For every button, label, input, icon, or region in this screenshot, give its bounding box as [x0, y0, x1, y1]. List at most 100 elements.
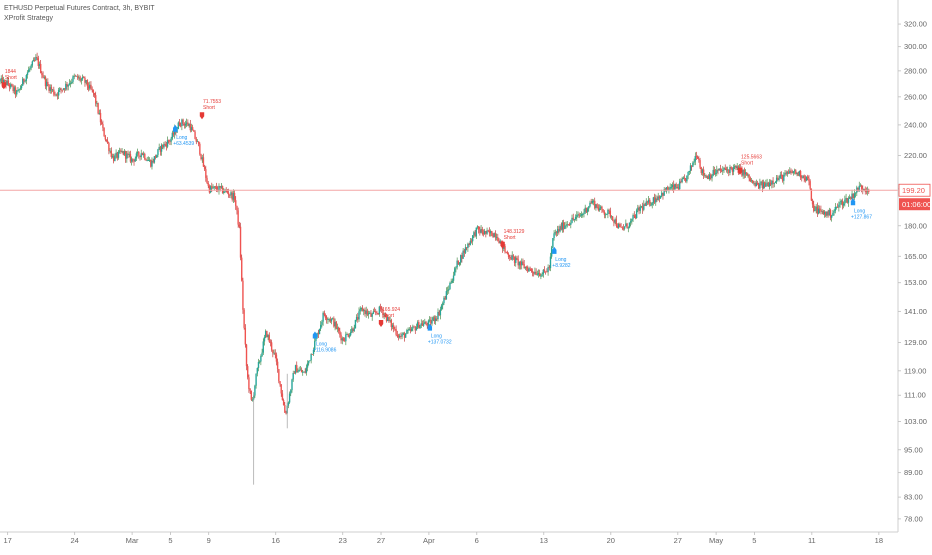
candle-body	[47, 81, 49, 86]
candle-body	[111, 156, 114, 158]
candle-body	[851, 193, 853, 200]
candle-body	[363, 309, 365, 312]
candle-body	[255, 373, 257, 386]
y-tick-label: 129.00	[904, 338, 927, 347]
candle-body	[857, 187, 859, 192]
candle-body	[342, 338, 345, 341]
candle-body	[657, 196, 659, 200]
y-tick-label: 83.00	[904, 493, 923, 502]
candle-body	[300, 369, 303, 373]
candle-body	[320, 324, 322, 329]
signal-type-label: Long	[176, 135, 187, 141]
candle-body	[647, 199, 650, 203]
candle-body	[771, 180, 773, 185]
candle-body	[81, 77, 84, 80]
candle-body	[144, 153, 146, 160]
candle-body	[421, 323, 424, 326]
candle-body	[428, 319, 431, 321]
candle-body	[619, 224, 621, 227]
candle-body	[105, 139, 108, 141]
candle-body	[182, 119, 184, 124]
y-tick-label: 320.00	[904, 20, 927, 29]
candle-body	[853, 193, 856, 199]
candle-body	[491, 231, 493, 237]
candle-body	[102, 124, 104, 128]
candle-body	[220, 186, 223, 188]
candle-body	[249, 389, 251, 391]
candle-body	[489, 231, 492, 234]
candle-body	[43, 76, 45, 78]
candle-body	[181, 119, 183, 127]
candle-body	[87, 86, 90, 89]
candle-body	[670, 187, 673, 188]
candle-body	[676, 187, 679, 188]
candle-body	[614, 219, 616, 223]
candle-body	[85, 80, 87, 83]
candle-body	[398, 336, 401, 338]
symbol-title[interactable]: ETHUSD Perpetual Futures Contract, 3h, B…	[4, 5, 155, 12]
candle-body	[643, 204, 645, 210]
candle-body	[817, 208, 820, 214]
candle-body	[209, 186, 212, 193]
candle-body	[838, 204, 840, 208]
candle-body	[415, 327, 418, 331]
candle-body	[686, 175, 688, 182]
candle-body	[336, 327, 339, 329]
candle-body	[226, 190, 229, 193]
candle-body	[854, 192, 857, 194]
candle-body	[389, 320, 391, 321]
candle-body	[273, 352, 275, 354]
candle-body	[460, 255, 462, 263]
candle-body	[122, 151, 124, 155]
candle-body	[658, 196, 661, 199]
candle-body	[366, 310, 369, 315]
long-signal: Long+63.4539	[172, 124, 194, 147]
y-tick-label: 95.00	[904, 445, 923, 454]
candle-body	[48, 85, 50, 91]
candle-body	[150, 159, 152, 167]
signal-profit-label: +8.9282	[552, 263, 570, 269]
candle-body	[621, 227, 623, 229]
candle-body	[661, 192, 663, 196]
indicator-name[interactable]: XProfit Strategy	[4, 15, 54, 22]
candle-body	[586, 208, 589, 213]
candle-body	[452, 275, 455, 281]
candle-body	[699, 160, 701, 168]
candle-body	[196, 141, 199, 143]
candle-body	[136, 151, 139, 154]
candle-body	[248, 377, 250, 390]
candle-body	[8, 84, 11, 88]
candle-body	[591, 201, 594, 203]
candle-body	[335, 321, 337, 329]
candle-body	[23, 78, 25, 82]
candle-body	[769, 182, 772, 185]
candle-body	[781, 175, 784, 181]
candle-body	[567, 224, 570, 226]
candle-body	[550, 247, 553, 257]
candle-body	[346, 334, 348, 335]
candle-body	[623, 226, 626, 229]
x-tick-label: Mar	[126, 536, 139, 545]
candle-body	[498, 240, 500, 244]
candle-body	[780, 174, 783, 176]
candle-body	[542, 269, 544, 275]
price-axis[interactable]: 320.00300.00280.00260.00240.00220.00200.…	[897, 0, 927, 532]
candle-body	[31, 61, 34, 66]
candle-body	[110, 150, 112, 157]
candle-body	[261, 352, 263, 356]
candle-body	[528, 268, 530, 272]
candle-body	[92, 89, 95, 94]
candle-body	[401, 333, 403, 337]
candle-body	[518, 261, 521, 266]
candle-body	[223, 192, 225, 193]
candle-body	[35, 56, 37, 61]
time-axis[interactable]: 17 24 Mar 5 9 16 23 27 Apr 6 13 20 27 May 5 11 18	[0, 531, 898, 545]
candle-body	[620, 226, 622, 228]
candle-body	[439, 309, 442, 316]
candle-body	[353, 328, 355, 331]
candle-body	[78, 77, 80, 79]
y-tick-label: 240.00	[904, 120, 927, 129]
candle-body	[600, 206, 602, 209]
